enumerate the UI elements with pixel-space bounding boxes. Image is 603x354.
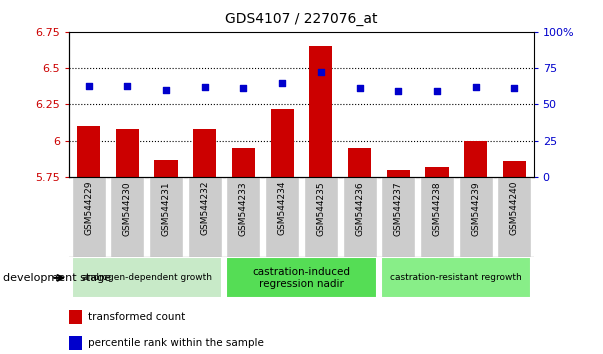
Text: percentile rank within the sample: percentile rank within the sample <box>88 338 264 348</box>
Text: GSM544233: GSM544233 <box>239 181 248 236</box>
Bar <box>343 177 376 257</box>
Point <box>239 86 248 91</box>
Bar <box>69 336 83 350</box>
Bar <box>464 141 487 177</box>
Text: androgen-dependent growth: androgen-dependent growth <box>82 273 212 282</box>
Bar <box>304 177 338 257</box>
Text: GSM544232: GSM544232 <box>200 181 209 235</box>
Point <box>200 84 210 90</box>
Bar <box>503 161 526 177</box>
Bar <box>77 126 100 177</box>
Bar <box>149 177 183 257</box>
Point <box>161 87 171 93</box>
Bar <box>459 177 493 257</box>
Bar <box>154 160 178 177</box>
Point <box>432 88 442 94</box>
Point <box>355 86 364 91</box>
Bar <box>348 148 371 177</box>
Bar <box>227 257 376 298</box>
Point <box>122 83 132 88</box>
Point <box>316 70 326 75</box>
Text: GSM544238: GSM544238 <box>432 181 441 236</box>
Bar <box>232 148 255 177</box>
Bar <box>265 177 299 257</box>
Bar <box>227 177 260 257</box>
Text: GSM544237: GSM544237 <box>394 181 403 236</box>
Bar <box>381 177 415 257</box>
Bar <box>420 177 454 257</box>
Bar <box>116 129 139 177</box>
Text: GSM544236: GSM544236 <box>355 181 364 236</box>
Bar <box>193 129 216 177</box>
Point <box>510 86 519 91</box>
Bar <box>497 177 531 257</box>
Text: GSM544229: GSM544229 <box>84 181 93 235</box>
Bar <box>271 109 294 177</box>
Bar <box>309 46 332 177</box>
Point <box>84 83 93 88</box>
Bar <box>381 257 531 298</box>
Bar <box>72 257 222 298</box>
Text: GDS4107 / 227076_at: GDS4107 / 227076_at <box>226 12 377 27</box>
Text: transformed count: transformed count <box>88 312 185 322</box>
Point <box>393 88 403 94</box>
Point <box>471 84 481 90</box>
Bar <box>110 177 144 257</box>
Text: GSM544231: GSM544231 <box>162 181 171 236</box>
Bar <box>387 170 410 177</box>
Text: development stage: development stage <box>3 273 111 283</box>
Bar <box>72 177 106 257</box>
Text: castration-resistant regrowth: castration-resistant regrowth <box>390 273 522 282</box>
Text: GSM544235: GSM544235 <box>317 181 326 236</box>
Text: GSM544239: GSM544239 <box>471 181 480 236</box>
Bar <box>188 177 222 257</box>
Bar <box>425 167 449 177</box>
Text: GSM544240: GSM544240 <box>510 181 519 235</box>
Text: GSM544230: GSM544230 <box>123 181 132 236</box>
Text: castration-induced
regression nadir: castration-induced regression nadir <box>253 267 350 289</box>
Bar <box>69 310 83 324</box>
Point <box>277 80 287 85</box>
Text: GSM544234: GSM544234 <box>277 181 286 235</box>
